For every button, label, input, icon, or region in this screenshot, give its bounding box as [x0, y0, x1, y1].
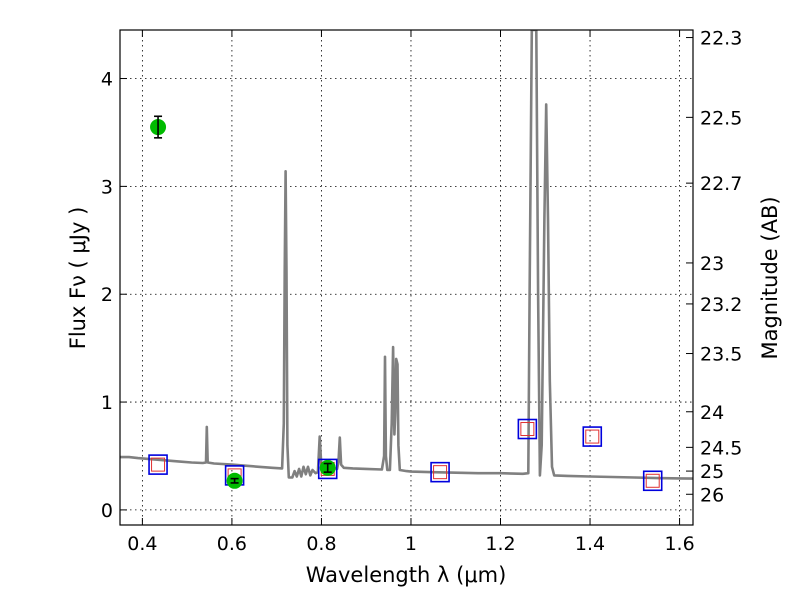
model-photometry-box — [317, 458, 338, 480]
model-photometry-box — [642, 470, 663, 492]
y-tick-label: 4 — [101, 69, 113, 91]
magnitude-tick-label: 23.5 — [700, 344, 742, 366]
magnitude-tick-label: 24.5 — [700, 437, 742, 459]
model-photometry-box — [430, 461, 450, 483]
y-tick-label: 1 — [101, 392, 113, 414]
x-tick-label: 1.4 — [575, 533, 605, 555]
x-tick-label: 0.8 — [306, 533, 336, 555]
x-tick-label: 0.4 — [127, 533, 157, 555]
model-photometry-box — [517, 418, 538, 440]
model-photometry-box — [148, 454, 168, 475]
y-axis-ticks: 0 1 2 3 4 — [101, 69, 127, 522]
model-spectrum-layer — [120, 30, 693, 480]
x-axis-ticks: 0.4 0.6 0.8 1 1.2 1.4 1.6 — [127, 30, 695, 555]
magnitude-tick-label: 26 — [700, 484, 724, 506]
x-tick-label: 1.6 — [664, 533, 694, 555]
y-tick-label: 3 — [101, 176, 113, 198]
model-photometry-inner-box — [585, 429, 600, 444]
magnitude-axis-label: Magnitude (AB) — [758, 196, 782, 359]
magnitude-tick-label: 24 — [700, 402, 724, 424]
model-spectrum-line — [120, 30, 693, 480]
model-photometry-layer — [148, 418, 663, 492]
model-photometry-inner-box — [645, 473, 660, 488]
x-axis-label: Wavelength λ (μm) — [306, 563, 507, 587]
magnitude-tick-label: 22.3 — [700, 28, 742, 50]
magnitude-tick-label: 22.7 — [700, 173, 742, 195]
y-tick-label: 0 — [101, 500, 113, 522]
magnitude-tick-label: 23 — [700, 253, 724, 275]
observed-photometry-layer — [150, 115, 336, 489]
x-tick-label: 1 — [405, 533, 417, 555]
model-photometry-inner-box — [151, 457, 166, 472]
magnitude-tick-label: 25 — [700, 461, 724, 483]
grid-lines — [120, 30, 693, 525]
model-photometry-inner-box — [520, 422, 535, 437]
magnitude-tick-label: 23.2 — [700, 294, 742, 316]
x-tick-label: 1.2 — [485, 533, 515, 555]
x-tick-label: 0.6 — [217, 533, 247, 555]
magnitude-tick-label: 22.5 — [700, 107, 742, 129]
y-axis-label: Flux Fν ( μJy ) — [66, 207, 90, 350]
model-photometry-box — [582, 426, 603, 447]
model-photometry-inner-box — [433, 465, 448, 480]
y-tick-label: 2 — [101, 284, 113, 306]
plot-frame — [119, 29, 694, 526]
